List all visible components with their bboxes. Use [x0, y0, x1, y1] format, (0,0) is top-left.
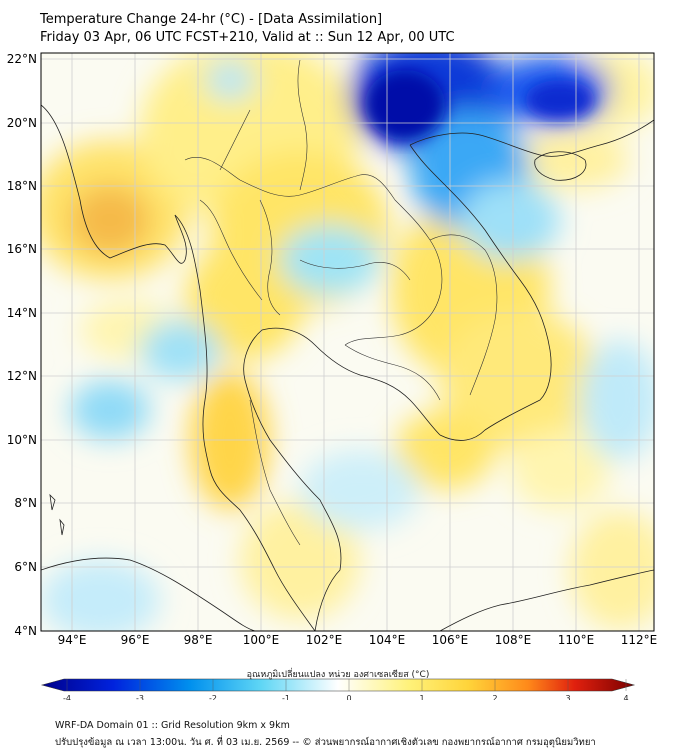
footer-credit: ปรับปรุงข้อมูล ณ เวลา 13:00น. วัน ศ. ที่…	[55, 737, 596, 748]
lat-label: 18°N	[7, 179, 37, 193]
colorbar-tick: -3	[136, 694, 144, 700]
lon-label: 108°E	[495, 633, 532, 647]
lon-label: 106°E	[432, 633, 469, 647]
lat-label: 8°N	[14, 496, 37, 510]
colorbar-title: อุณหภูมิเปลี่ยนแปลง หน่วย องศาเซลเซียส (…	[246, 670, 430, 680]
colorbar: -4 -3 -2 -1 0 1 2 3 4	[40, 678, 636, 700]
lon-label: 100°E	[243, 633, 280, 647]
lon-label: 96°E	[121, 633, 150, 647]
temperature-field	[41, 53, 654, 631]
colorbar-tick: 3	[565, 694, 570, 700]
lat-label: 16°N	[7, 242, 37, 256]
chart-subtitle: Friday 03 Apr, 06 UTC FCST+210, Valid at…	[40, 30, 455, 45]
colorbar-tick: 1	[419, 694, 424, 700]
colorbar-tick: 0	[346, 694, 351, 700]
lat-label: 22°N	[7, 52, 37, 66]
lat-label: 20°N	[7, 116, 37, 130]
lon-label: 94°E	[58, 633, 87, 647]
lon-label: 112°E	[621, 633, 658, 647]
lat-label: 4°N	[14, 624, 37, 638]
country-borders	[184, 59, 498, 546]
footer-model-info: WRF-DA Domain 01 :: Grid Resolution 9km …	[55, 720, 290, 731]
lon-label: 110°E	[558, 633, 595, 647]
latitude-labels: 22°N 20°N 18°N 16°N 14°N 12°N 10°N 8°N 6…	[7, 52, 37, 638]
colorbar-tick: -2	[209, 694, 217, 700]
lat-label: 14°N	[7, 306, 37, 320]
lon-label: 98°E	[184, 633, 213, 647]
lat-label: 6°N	[14, 560, 37, 574]
temperature-change-map: 22°N 20°N 18°N 16°N 14°N 12°N 10°N 8°N 6…	[7, 52, 658, 700]
lat-label: 10°N	[7, 433, 37, 447]
lat-label: 12°N	[7, 369, 37, 383]
map-gridlines	[41, 53, 654, 631]
map-frame	[40, 52, 655, 632]
longitude-labels: 94°E 96°E 98°E 100°E 102°E 104°E 106°E 1…	[58, 633, 658, 647]
colorbar-tick: 2	[492, 694, 497, 700]
colorbar-tick: -4	[63, 694, 71, 700]
coastlines	[41, 104, 654, 631]
chart-title: Temperature Change 24-hr (°C) - [Data As…	[40, 12, 383, 27]
colorbar-tick: -1	[282, 694, 290, 700]
colorbar-bar	[40, 678, 636, 692]
colorbar-tick: 4	[623, 694, 628, 700]
lon-label: 102°E	[306, 633, 343, 647]
lon-label: 104°E	[369, 633, 406, 647]
